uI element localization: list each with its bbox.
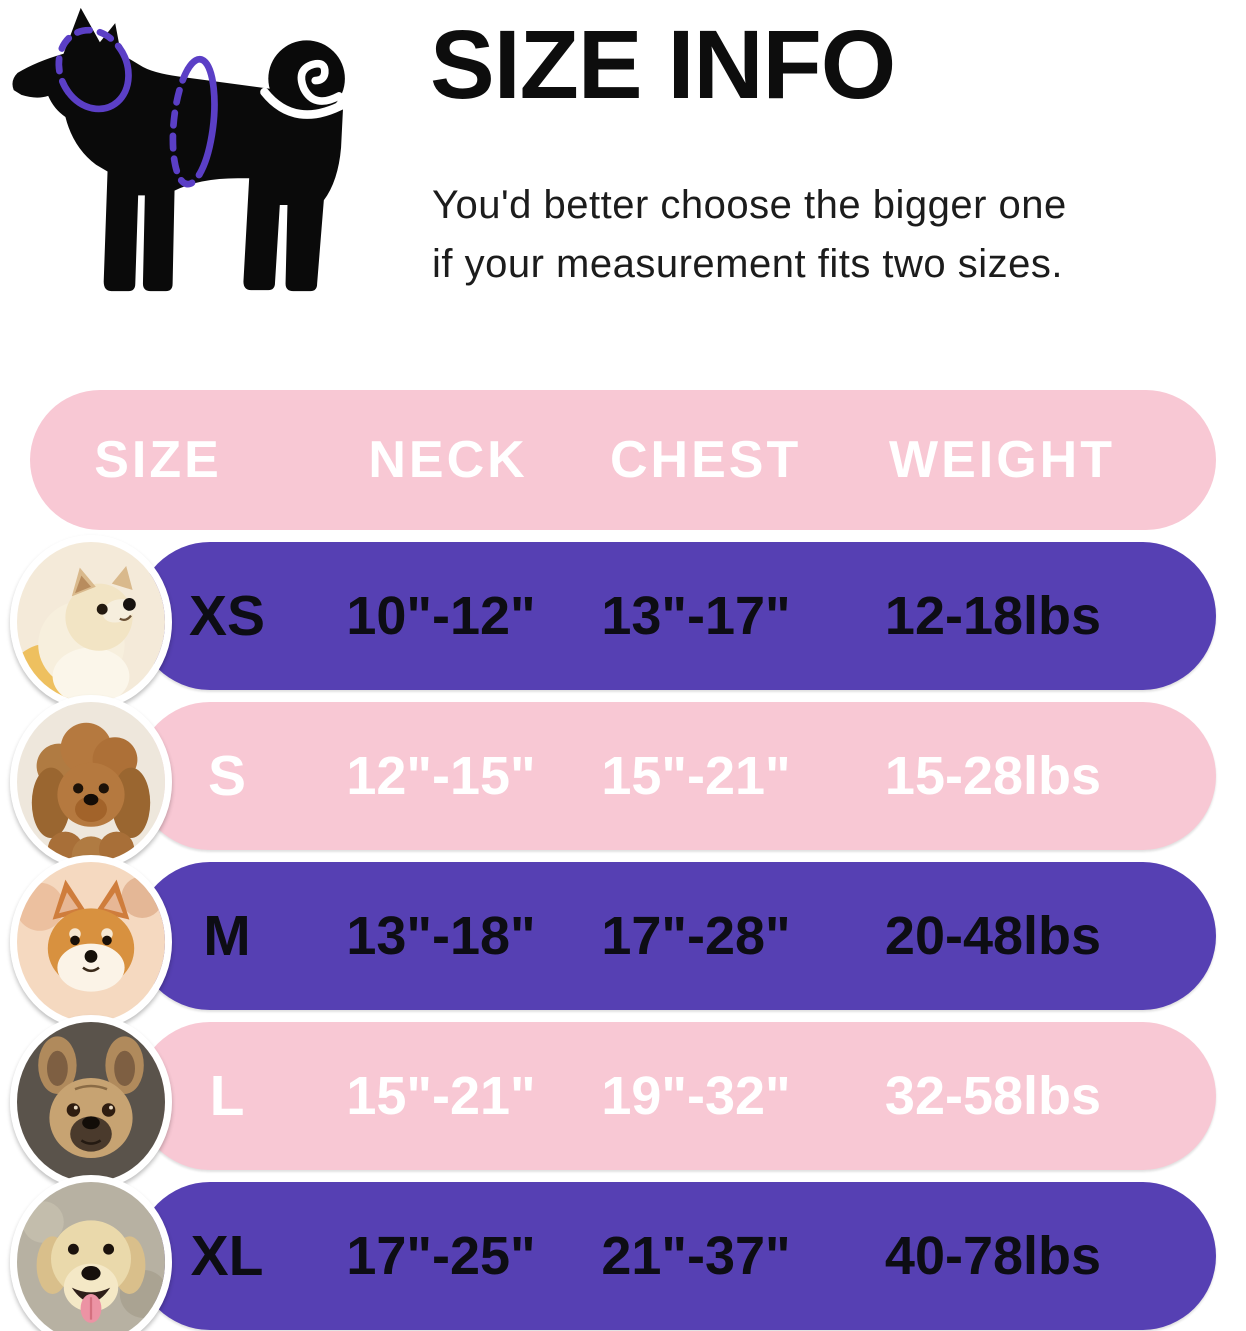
size-label: M <box>203 904 251 968</box>
page-title: SIZE INFO <box>430 10 896 119</box>
labrador-photo <box>10 1175 172 1331</box>
row-capsule: S 12"-15" 15"-21" 15-28lbs <box>136 702 1216 850</box>
col-header-size: SIZE <box>94 431 222 489</box>
row-capsule: XS 10"-12" 13"-17" 12-18lbs <box>136 542 1216 690</box>
toy-poodle-photo <box>10 695 172 869</box>
col-header-chest: CHEST <box>610 431 802 489</box>
table-row-s: S 12"-15" 15"-21" 15-28lbs <box>0 695 1246 869</box>
chest-value: 15"-21" <box>601 746 791 806</box>
row-capsule: XL 17"-25" 21"-37" 40-78lbs <box>136 1182 1216 1330</box>
neck-value: 13"-18" <box>346 906 536 966</box>
shiba-inu-photo <box>10 855 172 1029</box>
row-capsule: L 15"-21" 19"-32" 32-58lbs <box>136 1022 1216 1170</box>
chest-value: 21"-37" <box>601 1226 791 1286</box>
table-row-xs: XS 10"-12" 13"-17" 12-18lbs <box>0 535 1246 709</box>
size-label: L <box>209 1064 245 1128</box>
pomeranian-puppy-photo <box>10 535 172 709</box>
row-capsule: M 13"-18" 17"-28" 20-48lbs <box>136 862 1216 1010</box>
size-advice-line2: if your measurement fits two sizes. <box>432 241 1064 286</box>
neck-value: 17"-25" <box>346 1226 536 1286</box>
chest-value: 19"-32" <box>601 1066 791 1126</box>
size-advice-text: You'd better choose the bigger one if yo… <box>432 176 1222 294</box>
table-row-m: M 13"-18" 17"-28" 20-48lbs <box>0 855 1246 1029</box>
table-row-l: L 15"-21" 19"-32" 32-58lbs <box>0 1015 1246 1189</box>
chest-measure-ring-icon <box>169 55 218 188</box>
table-header-row: SIZE NECK CHEST WEIGHT <box>30 390 1216 530</box>
neck-value: 10"-12" <box>346 586 536 646</box>
chest-value: 13"-17" <box>601 586 791 646</box>
size-label: XS <box>188 584 266 648</box>
size-advice-line1: You'd better choose the bigger one <box>432 183 1067 227</box>
weight-value: 12-18lbs <box>884 586 1102 646</box>
neck-value: 15"-21" <box>346 1066 536 1126</box>
weight-value: 32-58lbs <box>884 1066 1102 1126</box>
table-row-xl: XL 17"-25" 21"-37" 40-78lbs <box>0 1175 1246 1331</box>
col-header-neck: NECK <box>368 431 528 489</box>
size-table: SIZE NECK CHEST WEIGHT XS 10"-12" 13"-17… <box>0 390 1246 1331</box>
weight-value: 15-28lbs <box>884 746 1102 806</box>
dog-silhouette-icon <box>8 4 410 322</box>
col-header-weight: WEIGHT <box>889 431 1115 489</box>
chest-value: 17"-28" <box>601 906 791 966</box>
size-label: XL <box>190 1224 264 1288</box>
size-label: S <box>207 744 247 808</box>
neck-measure-ring-icon <box>55 26 132 113</box>
weight-value: 40-78lbs <box>884 1226 1102 1286</box>
neck-value: 12"-15" <box>346 746 536 806</box>
dog-body-silhouette <box>12 7 350 292</box>
french-bulldog-photo <box>10 1015 172 1189</box>
weight-value: 20-48lbs <box>884 906 1102 966</box>
